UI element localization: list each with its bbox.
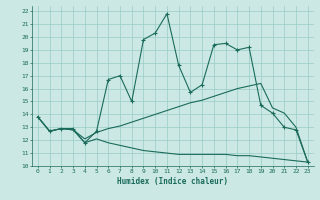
X-axis label: Humidex (Indice chaleur): Humidex (Indice chaleur) xyxy=(117,177,228,186)
